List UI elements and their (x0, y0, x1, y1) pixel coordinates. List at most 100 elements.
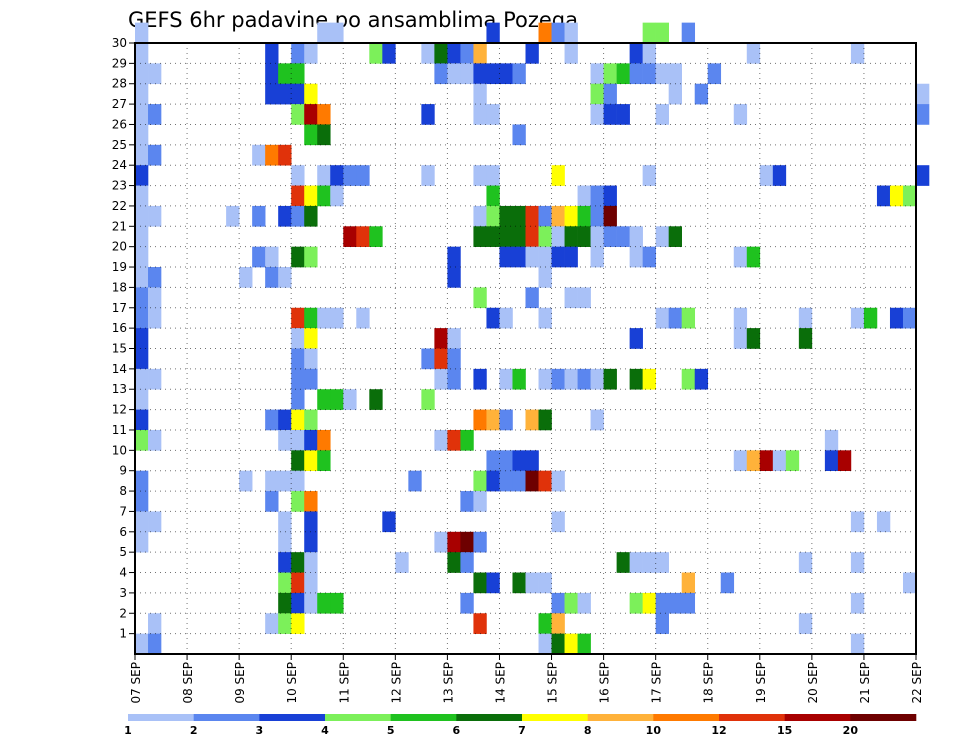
heatmap-cell (421, 389, 435, 410)
heatmap-cell (603, 63, 617, 85)
colorbar-label: 7 (518, 724, 526, 737)
heatmap-cell (733, 307, 748, 329)
heatmap-cell (564, 43, 578, 64)
y-tick-label: 18 (112, 280, 127, 294)
heatmap-cell (564, 287, 578, 309)
colorbar: 1 2 3 4 5 6 7 8 10 12 15 20 (124, 714, 917, 737)
heatmap-cell (304, 348, 318, 370)
heatmap-cell (317, 22, 331, 44)
heatmap-cell (590, 205, 604, 227)
heatmap-cell (304, 124, 318, 146)
heatmap-cell (655, 613, 669, 634)
heatmap-cell (447, 43, 461, 64)
heatmap-cell (135, 389, 149, 410)
heatmap-cell (538, 572, 552, 594)
heatmap-cell (135, 633, 149, 655)
heatmap-cell (655, 307, 669, 329)
heatmap-cell (629, 43, 643, 64)
heatmap-cell (135, 63, 149, 85)
heatmap-cell (135, 185, 149, 207)
heatmap-cell (135, 368, 149, 390)
heatmap-cell (473, 572, 487, 594)
heatmap-cell (135, 144, 149, 166)
heatmap-cell (538, 613, 552, 634)
colorbar-swatch (587, 714, 654, 721)
heatmap-cell (902, 185, 917, 207)
heatmap-cell (668, 592, 682, 614)
y-tick-label: 20 (112, 240, 127, 254)
heatmap-cell (916, 83, 930, 105)
heatmap-cell (434, 429, 448, 451)
heatmap-cell (369, 226, 383, 247)
heatmap-cell (655, 592, 669, 614)
x-tick-label: 20 SEP (806, 662, 820, 704)
heatmap-cell (473, 470, 487, 492)
heatmap-cell (551, 511, 565, 533)
heatmap-cell (278, 144, 292, 166)
y-tick-label: 25 (112, 138, 127, 152)
heatmap-cell (564, 592, 578, 614)
heatmap-cell (551, 592, 565, 614)
heatmap-cell (291, 205, 305, 227)
heatmap-cell (538, 226, 552, 247)
heatmap-cell (356, 307, 370, 329)
heatmap-cell (642, 63, 656, 85)
heatmap-cell (473, 613, 487, 634)
colorbar-swatch (719, 714, 785, 721)
heatmap-cell (512, 368, 526, 390)
y-tick-label: 4 (119, 566, 127, 580)
heatmap-cell (278, 429, 292, 451)
heatmap-cell (694, 83, 709, 105)
heatmap-cell (733, 328, 748, 349)
heatmap-cell (512, 450, 526, 471)
heatmap-cell (798, 307, 813, 329)
heatmap-cell (629, 368, 643, 390)
heatmap-cell (499, 246, 513, 268)
heatmap-cell (265, 144, 279, 166)
heatmap-cell (382, 511, 396, 533)
y-tick-label: 26 (112, 117, 127, 131)
colorbar-label: 2 (190, 724, 198, 737)
heatmap-cell (135, 409, 149, 431)
heatmap-cell (642, 592, 656, 614)
chart-title: GEFS 6hr padavine po ansamblima Pozega (128, 8, 578, 32)
heatmap-cell (642, 43, 656, 64)
heatmap-cell (681, 572, 696, 594)
heatmap-cell (460, 531, 474, 553)
heatmap-cell (135, 328, 149, 349)
heatmap-cell (291, 450, 305, 471)
heatmap-cell (564, 368, 578, 390)
colorbar-label: 8 (584, 724, 592, 737)
heatmap-cell (525, 450, 539, 471)
heatmap-cell (473, 287, 487, 309)
heatmap-cell (798, 613, 813, 634)
heatmap-cell (681, 368, 696, 390)
heatmap-cell (499, 63, 513, 85)
heatmap-cell (577, 368, 591, 390)
heatmap-cell (473, 205, 487, 227)
heatmap-cell (434, 531, 448, 553)
heatmap-cell (837, 450, 852, 471)
heatmap-cell (135, 470, 149, 492)
x-tick-label: 07 SEP (129, 662, 143, 704)
y-tick-label: 3 (119, 586, 127, 600)
heatmap-cell (551, 246, 565, 268)
heatmap-cell (642, 246, 656, 268)
heatmap-cell (135, 491, 149, 512)
heatmap-cell (434, 368, 448, 390)
heatmap-cell (460, 63, 474, 85)
heatmap-cell (447, 552, 461, 573)
heatmap-cell (304, 246, 318, 268)
heatmap-cell (135, 165, 149, 186)
heatmap-cell (148, 307, 162, 329)
heatmap-cell (499, 450, 513, 471)
heatmap-cell (512, 246, 526, 268)
heatmap-cell (304, 531, 318, 553)
heatmap-cell (655, 552, 669, 573)
x-tick-label: 15 SEP (546, 662, 560, 704)
heatmap-cell (278, 552, 292, 573)
heatmap-cell (642, 552, 656, 573)
heatmap-cell (590, 246, 604, 268)
heatmap-cell (499, 409, 513, 431)
heatmap-cell (629, 552, 643, 573)
